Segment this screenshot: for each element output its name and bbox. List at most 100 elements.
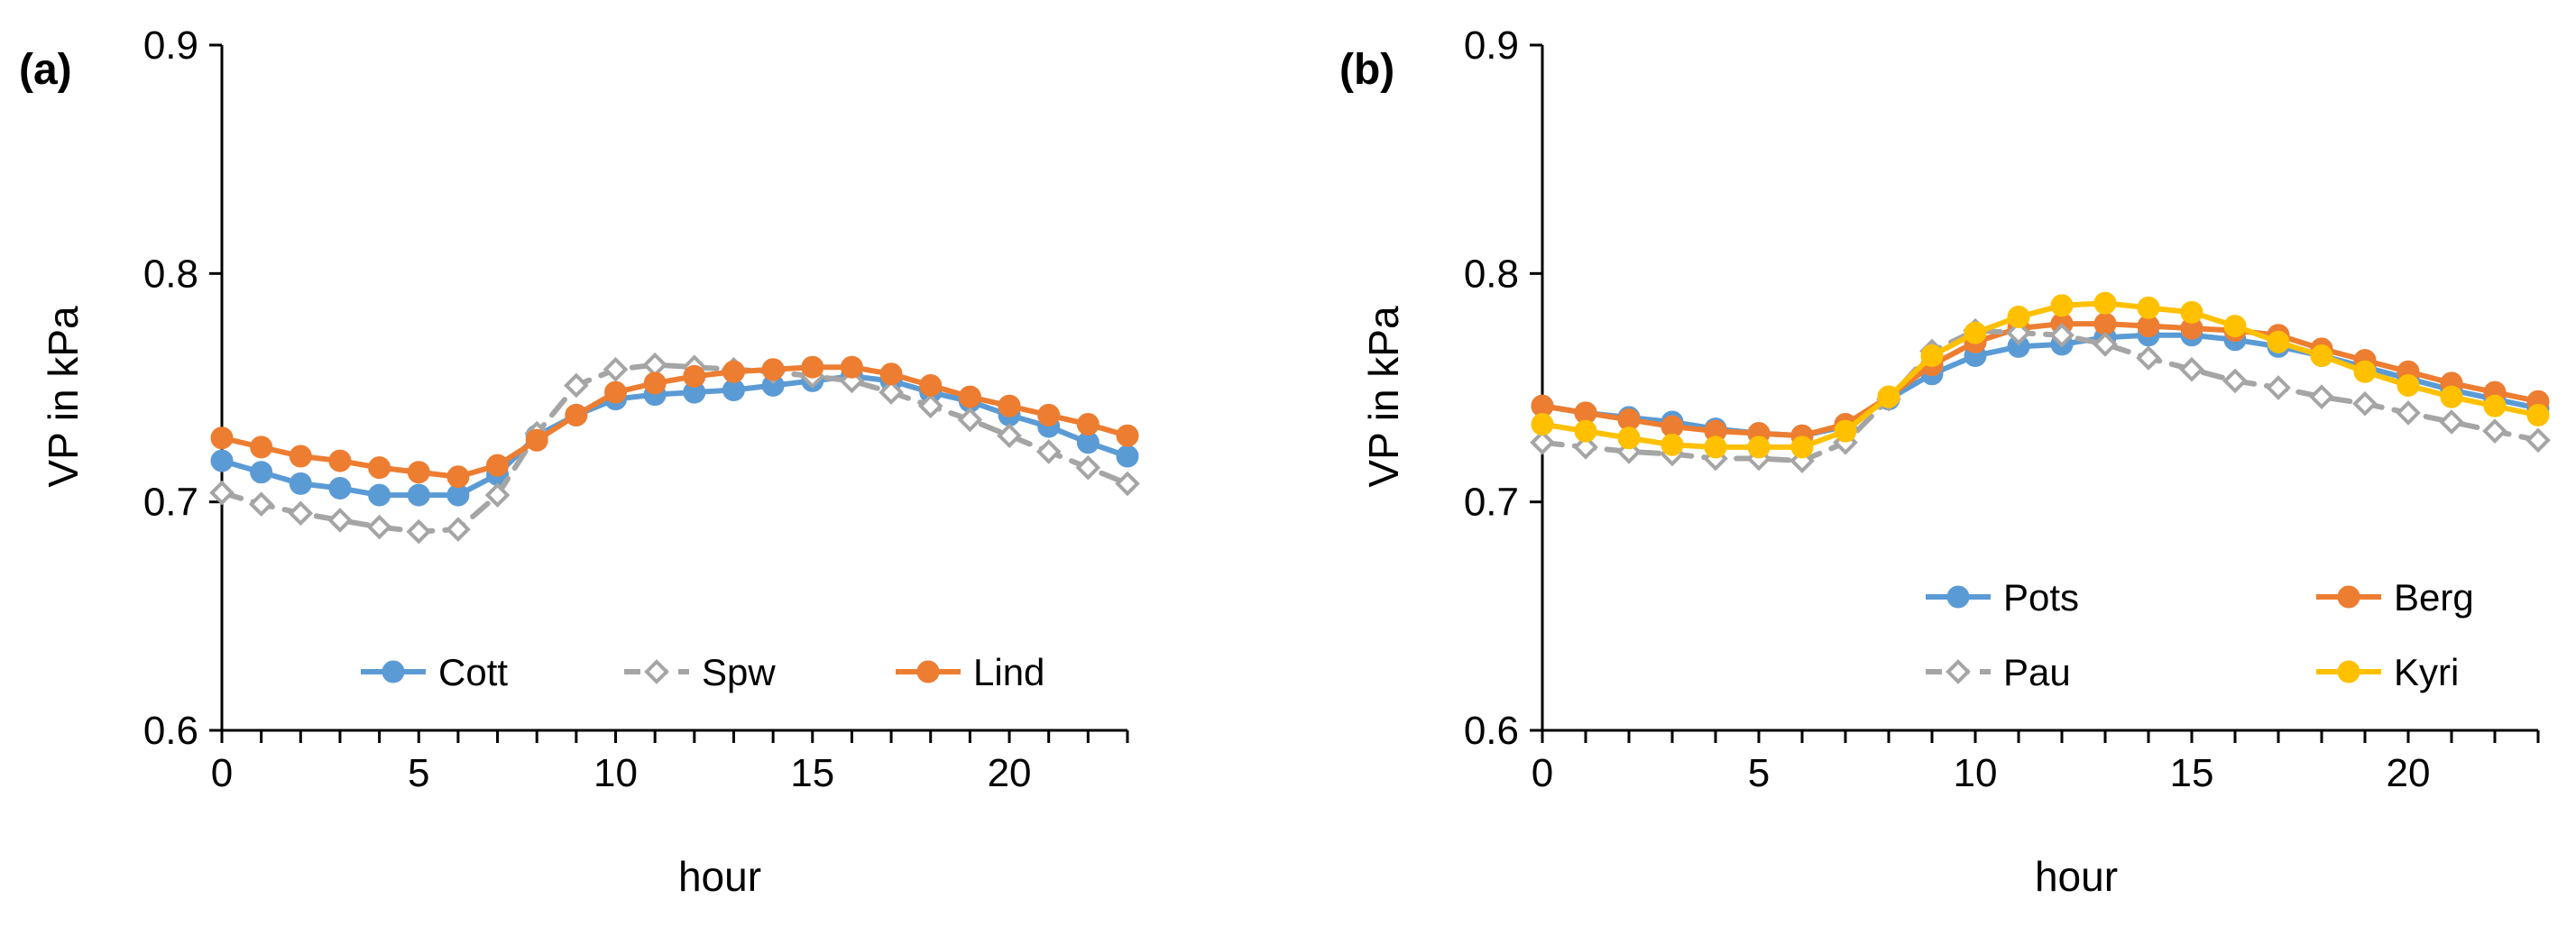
x-tick-label: 20 (2387, 751, 2431, 795)
y-axis-title: VP in kPa (40, 306, 87, 488)
data-point-spw (327, 508, 353, 533)
data-point-pau (2266, 375, 2291, 400)
data-point-spw (917, 393, 943, 419)
legend-label-spw: Spw (702, 651, 776, 693)
data-point-lind (722, 360, 745, 383)
x-tick-label: 5 (1748, 751, 1770, 795)
legend-marker-pau (1946, 659, 1971, 684)
data-point-cott (328, 476, 352, 500)
data-point-pau (2396, 400, 2421, 426)
data-point-pau (1530, 429, 1555, 455)
data-point-lind (1037, 403, 1061, 426)
data-point-kyri (1834, 419, 1857, 443)
legend: Pots Berg Pau Kyri (1926, 576, 2474, 693)
series-lind (210, 355, 1139, 489)
y-axis-title: VP in kPa (1360, 306, 1407, 488)
data-point-kyri (2223, 315, 2247, 338)
data-point-pau (2136, 345, 2161, 371)
data-point-lind (1076, 413, 1099, 436)
panel-label: (a) (19, 46, 72, 94)
data-point-lind (565, 403, 588, 426)
data-point-pau (2006, 320, 2031, 346)
data-point-kyri (1747, 435, 1771, 459)
data-point-kyri (2267, 330, 2290, 353)
legend-label-lind: Lind (973, 651, 1044, 693)
legend-marker-spw (644, 659, 669, 684)
data-point-lind (643, 371, 667, 395)
data-point-cott (210, 449, 234, 472)
data-point-cott (407, 483, 430, 507)
data-point-lind (683, 364, 706, 388)
data-point-kyri (1617, 426, 1641, 450)
series-kyri (1531, 291, 2550, 459)
data-point-kyri (2007, 305, 2030, 328)
data-point-lind (840, 355, 863, 379)
panel-label: (b) (1339, 46, 1394, 94)
data-point-spw (1075, 454, 1101, 481)
legend: Cott Spw Lind (361, 651, 1044, 693)
data-point-kyri (2050, 294, 2074, 317)
y-tick-label: 0.6 (1464, 709, 1519, 753)
y-tick-label: 0.9 (1464, 23, 1519, 68)
data-point-spw (997, 423, 1022, 449)
data-point-kyri (2440, 385, 2463, 408)
data-point-lind (486, 454, 510, 477)
data-point-spw (366, 514, 392, 540)
legend-marker-pots (1946, 585, 1970, 609)
data-point-spw (209, 480, 235, 506)
data-point-spw (603, 356, 629, 382)
legend-marker-kyri (2337, 660, 2360, 683)
legend-marker-lind (916, 660, 940, 683)
series-line-lind (219, 364, 1130, 480)
data-point-kyri (1704, 435, 1727, 459)
data-point-spw (248, 491, 274, 518)
data-point-cott (1116, 445, 1139, 468)
data-point-kyri (1661, 433, 1684, 456)
data-point-pau (2525, 427, 2551, 454)
series-line-pau (1540, 327, 2541, 464)
data-point-kyri (2526, 403, 2550, 426)
series-line-spw (219, 362, 1130, 535)
chart-panel-1: 0.6 0.7 0.8 0.9 0 5 10 15 20 hour VP in kPa (a) Cott… (19, 23, 1140, 900)
data-point-kyri (2483, 394, 2507, 417)
legend-label-kyri: Kyri (2394, 651, 2459, 693)
legend-label-pots: Pots (2003, 576, 2079, 619)
data-point-spw (406, 518, 432, 545)
y-tick-label: 0.8 (1464, 252, 1519, 296)
data-point-kyri (2180, 300, 2203, 324)
x-tick-label: 20 (988, 751, 1032, 795)
data-point-spw (446, 517, 471, 542)
data-point-pau (2179, 356, 2204, 382)
data-point-lind (250, 435, 273, 459)
data-point-spw (1035, 439, 1062, 464)
data-point-lind (958, 385, 981, 408)
data-point-pau (2049, 322, 2075, 348)
chart-panel-2: 0.6 0.7 0.8 0.9 0 5 10 15 20 hour VP in kPa (b) Pots… (1339, 23, 2551, 900)
x-tick-label: 10 (1954, 751, 1998, 795)
data-point-cott (368, 483, 391, 507)
x-tick-label: 0 (1532, 751, 1553, 795)
x-tick-label: 5 (408, 751, 429, 795)
data-point-lind (210, 426, 234, 450)
x-tick-label: 0 (211, 751, 233, 795)
y-tick-label: 0.7 (143, 481, 198, 525)
data-point-spw (957, 407, 983, 433)
series-spw (209, 352, 1140, 545)
legend-marker-cott (382, 660, 405, 683)
data-point-cott (250, 461, 273, 484)
data-point-pau (2093, 332, 2118, 357)
data-point-lind (328, 449, 352, 472)
data-point-lind (919, 373, 943, 397)
data-point-kyri (1790, 435, 1814, 459)
data-point-kyri (1920, 344, 1944, 368)
y-tick-label: 0.7 (1464, 481, 1519, 525)
data-point-lind (368, 456, 391, 480)
data-point-kyri (2093, 291, 2117, 315)
data-point-pau (2309, 384, 2334, 409)
series-line-pots (1540, 332, 2541, 439)
y-tick-label: 0.6 (143, 709, 198, 753)
data-point-lind (879, 362, 903, 386)
legend-label-pau: Pau (2003, 651, 2071, 693)
data-point-kyri (1531, 413, 1554, 436)
data-point-lind (289, 445, 312, 468)
